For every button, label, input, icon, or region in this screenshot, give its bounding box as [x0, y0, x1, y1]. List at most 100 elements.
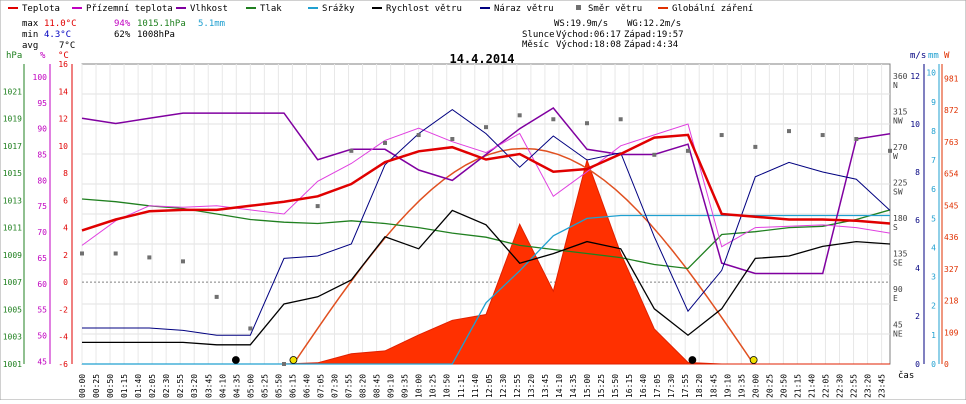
lines-layer	[81, 107, 891, 365]
pct-tick: 60	[37, 280, 47, 289]
legend-item: Náraz větru	[480, 4, 554, 14]
hpa-tick: 1015	[3, 169, 22, 178]
x-tick: 16:15	[625, 374, 634, 398]
x-tick: 18:45	[709, 374, 718, 398]
stats-min-label: min	[22, 30, 38, 40]
pct-tick: 65	[37, 254, 47, 263]
legend-label: Směr větru	[588, 4, 642, 14]
pct-tick: 45	[37, 357, 47, 366]
x-tick: 23:20	[864, 374, 873, 398]
legend-item: Globální záření	[658, 4, 753, 14]
info-wg: WG:12.2m/s	[627, 19, 681, 29]
info-sunrise: Východ:06:17	[556, 30, 621, 40]
wind-direction-point	[585, 121, 589, 126]
pct-axis-label: %	[40, 51, 46, 61]
legend: Teplota Přízemní teplota Vlhkost Tlak Srážky…	[8, 4, 753, 14]
x-tick: 10:50	[443, 374, 452, 398]
stats-min-hum: 62%	[114, 30, 131, 40]
x-tick: 02:30	[162, 374, 171, 398]
wind-direction-point	[349, 148, 354, 153]
x-tick: 14:10	[555, 374, 564, 398]
mm-tick: 0	[931, 360, 936, 369]
mm-tick: 5	[931, 214, 936, 223]
dir-tick-label: N	[893, 81, 898, 90]
stats-block: max 11.0°C 94% 1015.1hPa 5.1mm min 4.3°C…	[22, 19, 225, 51]
x-tick: 07:55	[345, 374, 354, 398]
x-tick: 03:20	[190, 374, 199, 398]
axes: 1001100310051007100910111013101510171019…	[3, 51, 959, 398]
x-tick: 02:55	[176, 374, 185, 398]
hpa-tick: 1011	[3, 224, 22, 233]
w-tick: 109	[944, 328, 959, 337]
x-tick: 19:10	[723, 374, 732, 398]
x-tick: 20:25	[765, 374, 774, 398]
pct-tick: 75	[37, 202, 47, 211]
pct-tick: 85	[37, 151, 47, 160]
wind-direction-point	[484, 125, 488, 130]
mm-tick: 9	[931, 98, 936, 107]
stats-min-temp: 4.3°C	[44, 30, 71, 40]
dir-tick-label: SW	[893, 187, 903, 196]
x-tick: 20:00	[751, 374, 760, 398]
x-tick: 15:00	[583, 374, 592, 398]
dir-tick: 90	[893, 285, 903, 294]
x-tick: 06:40	[302, 374, 311, 398]
x-tick: 11:40	[471, 374, 480, 398]
wind-direction-point	[248, 326, 253, 331]
legend-item: Rychlost větru	[372, 4, 462, 14]
mm-tick: 3	[931, 273, 936, 282]
hpa-tick: 1019	[3, 115, 22, 124]
ground-temperature-line	[81, 123, 891, 248]
stats-max-temp: 11.0°C	[44, 19, 77, 29]
wind-direction-point	[551, 117, 556, 122]
temp-tick: 6	[63, 196, 68, 205]
wind-direction-point	[719, 133, 724, 138]
legend-swatch	[576, 5, 581, 10]
dir-tick: 225	[893, 178, 908, 187]
wind-direction-point	[416, 133, 421, 138]
dir-tick-label: SE	[893, 258, 903, 267]
wind-direction-point	[214, 294, 219, 299]
w-tick: 545	[944, 201, 959, 210]
mm-tick: 6	[931, 185, 936, 194]
wind-direction-point	[383, 140, 387, 145]
wind-direction-point	[450, 137, 455, 141]
wind-direction-point	[282, 362, 286, 366]
x-tick: 04:35	[232, 374, 241, 398]
dir-tick-label: NE	[893, 329, 903, 338]
dir-tick: 315	[893, 107, 908, 116]
temp-tick: 14	[58, 87, 68, 96]
w-tick: 654	[944, 170, 959, 179]
dir-tick-label: W	[893, 152, 898, 161]
wind-direction-point	[618, 117, 623, 122]
legend-label: Teplota	[22, 4, 60, 14]
pct-tick: 90	[37, 125, 47, 134]
temp-tick: 16	[58, 60, 68, 69]
hpa-tick: 1001	[3, 360, 22, 369]
w-tick: 436	[944, 233, 959, 242]
info-sun-label: Slunce	[522, 30, 555, 40]
legend-label: Globální záření	[672, 4, 753, 14]
w-tick: 327	[944, 265, 959, 274]
humidity-line	[81, 107, 891, 275]
x-tick: 09:35	[401, 374, 410, 398]
ms-tick: 4	[915, 264, 920, 273]
x-tick: 12:30	[499, 374, 508, 398]
temperature-line	[81, 133, 891, 232]
hpa-axis-label: hPa	[6, 51, 22, 61]
x-tick: 22:30	[836, 374, 845, 398]
x-tick: 10:00	[415, 374, 424, 398]
wind-direction-point	[820, 133, 825, 138]
x-tick: 17:55	[681, 374, 690, 398]
pct-tick: 70	[37, 228, 47, 237]
x-tick: 07:30	[331, 374, 340, 398]
x-tick: 18:20	[695, 374, 704, 398]
x-tick: 13:20	[527, 374, 536, 398]
w-tick: 981	[944, 74, 959, 83]
legend-item: Směr větru	[576, 4, 642, 14]
temp-tick: 8	[63, 169, 68, 178]
info-moonrise: Východ:18:08	[556, 40, 621, 50]
markers-layer	[231, 356, 758, 364]
ms-tick: 2	[915, 312, 920, 321]
